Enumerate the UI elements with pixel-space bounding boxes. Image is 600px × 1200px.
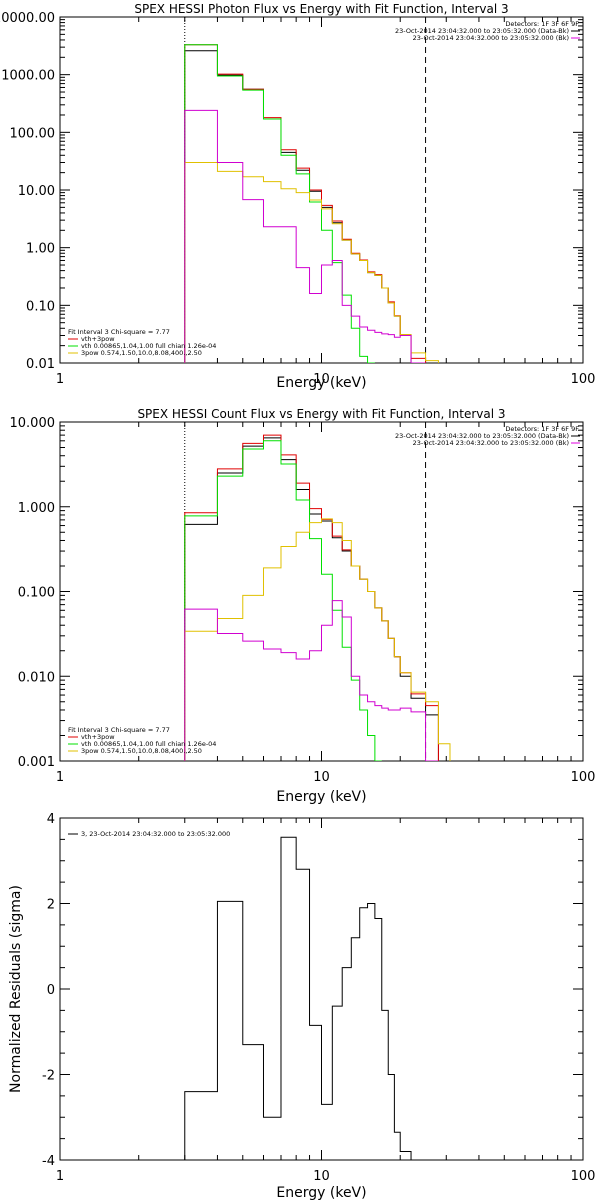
series-3-step-line <box>184 440 382 761</box>
y-tick-label: 0.01 <box>26 357 55 372</box>
series-4-step-line <box>184 161 439 363</box>
y-tick-label: 0.100 <box>18 586 55 601</box>
legend-item-2: vth 0.00865,1.04,1.00 full chian 1.26e-0… <box>81 740 216 748</box>
legend: Fit Interval 3 Chi-square = 7.77vth+3pow… <box>68 726 216 755</box>
x-axis-label: Energy (keV) <box>276 789 366 805</box>
y-axis-label: Normalized Residuals (sigma) <box>8 885 24 1093</box>
y-tick-label: 0.10 <box>26 299 55 314</box>
header-line-3: 23-Oct-2014 23:04:32.000 to 23:05:32.000… <box>413 439 569 447</box>
series-5-step-line <box>184 600 439 761</box>
series-1-step-line <box>184 437 439 761</box>
x-axis-label: Energy (keV) <box>276 375 366 391</box>
y-tick-label: 0.010 <box>18 670 55 685</box>
plot-frame <box>59 817 584 1161</box>
y-tick-label: -2 <box>42 1069 55 1084</box>
series-2-step-line <box>184 434 439 761</box>
series-5-step-line <box>184 109 426 363</box>
legend-title: Fit Interval 3 Chi-square = 7.77 <box>68 726 170 734</box>
y-tick-label: 0.001 <box>18 755 55 770</box>
x-tick-label: 10 <box>313 770 330 785</box>
y-tick-label: 100.00 <box>10 126 56 141</box>
legend-item-1: vth+3pow <box>81 335 115 343</box>
legend-item-2: vth 0.00865,1.04,1.00 full chian 1.26e-0… <box>81 342 216 350</box>
x-tick-label: 1 <box>56 1169 64 1184</box>
header-line-2: 23-Oct-2014 23:04:32.000 to 23:05:32.000… <box>395 27 569 35</box>
legend-item-3: 3pow 0.574,1.50,10.0,8.08,400.,2.50 <box>81 349 202 357</box>
legend: 3, 23-Oct-2014 23:04:32.000 to 23:05:32.… <box>68 830 230 838</box>
legend-item-3: 3pow 0.574,1.50,10.0,8.08,400.,2.50 <box>81 747 202 755</box>
legend-title: Fit Interval 3 Chi-square = 7.77 <box>68 328 170 336</box>
panel-1: SPEX HESSI Photon Flux vs Energy with Fi… <box>0 2 595 391</box>
y-tick-label: 10.00 <box>18 184 55 199</box>
x-axis-label: Energy (keV) <box>276 1185 366 1200</box>
x-tick-label: 10 <box>313 1169 330 1184</box>
series-group <box>184 836 426 1160</box>
legend-item-1: 3, 23-Oct-2014 23:04:32.000 to 23:05:32.… <box>81 830 230 838</box>
chart-title: SPEX HESSI Count Flux vs Energy with Fit… <box>137 407 505 421</box>
x-tick-label: 1 <box>56 372 64 387</box>
plot-frame <box>59 421 584 762</box>
series-group <box>184 434 451 761</box>
x-tick-label: 100 <box>571 1169 596 1184</box>
series-4-step-line <box>184 518 451 761</box>
series-group <box>184 44 439 363</box>
header-line-2: 23-Oct-2014 23:04:32.000 to 23:05:32.000… <box>395 432 569 440</box>
series-1-step-line <box>184 836 426 1160</box>
chart-title: SPEX HESSI Photon Flux vs Energy with Fi… <box>134 2 508 16</box>
x-tick-label: 100 <box>571 372 596 387</box>
panel-2: SPEX HESSI Count Flux vs Energy with Fit… <box>10 407 596 805</box>
legend: Fit Interval 3 Chi-square = 7.77vth+3pow… <box>68 328 216 357</box>
x-tick-label: 1 <box>56 770 64 785</box>
x-tick-label: 100 <box>571 770 596 785</box>
header-line-3: 23-Oct-2014 23:04:32.000 to 23:05:32.000… <box>413 34 569 42</box>
series-1-step-line <box>184 50 426 363</box>
y-tick-label: -4 <box>42 1154 55 1169</box>
y-tick-label: 10.000 <box>10 416 56 431</box>
y-tick-label: 1.000 <box>18 501 55 516</box>
series-2-step-line <box>184 44 427 363</box>
y-tick-label: 2 <box>47 898 55 913</box>
y-tick-label: 1.00 <box>26 242 55 257</box>
y-tick-label: 0 <box>47 983 55 998</box>
y-tick-label: 4 <box>47 812 55 827</box>
header-line-1: Detectors: 1F 3F 6F 9F <box>505 20 579 28</box>
series-3-step-line <box>184 44 375 363</box>
x-tick-label: 10 <box>313 372 330 387</box>
y-tick-label: 1000.00 <box>1 69 55 84</box>
header-line-1: Detectors: 1F 3F 6F 9F <box>505 425 579 433</box>
legend-item-1: vth+3pow <box>81 733 115 741</box>
panel-3: 1 10 100 4 2 0 -2 -4 Energy (keV) Normalized Resi… <box>8 812 595 1200</box>
